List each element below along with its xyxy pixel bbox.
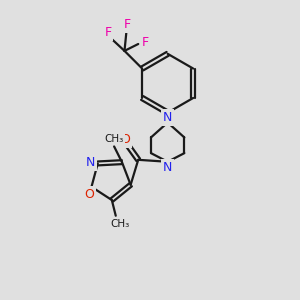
Text: N: N: [86, 156, 96, 169]
Text: CH₃: CH₃: [104, 134, 124, 144]
Text: F: F: [142, 35, 149, 49]
Text: O: O: [85, 188, 94, 201]
Text: F: F: [124, 18, 131, 31]
Text: F: F: [104, 26, 111, 39]
Text: O: O: [121, 133, 130, 146]
Text: N: N: [163, 161, 172, 174]
Text: N: N: [163, 111, 172, 124]
Text: CH₃: CH₃: [110, 219, 129, 229]
